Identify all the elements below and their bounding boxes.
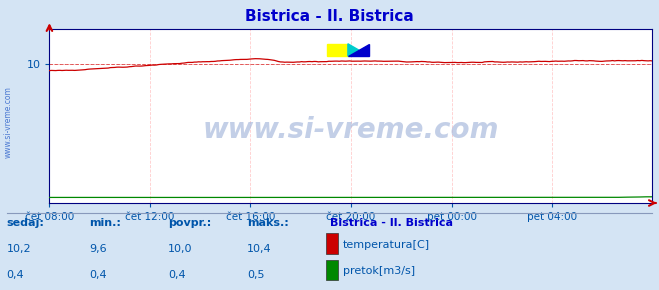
Bar	[327, 44, 348, 56]
Text: 0,4: 0,4	[168, 270, 186, 280]
Polygon shape	[348, 44, 369, 56]
Text: maks.:: maks.:	[247, 218, 289, 228]
Text: 10,0: 10,0	[168, 244, 192, 254]
Polygon shape	[348, 44, 369, 56]
Text: 10,2: 10,2	[7, 244, 31, 254]
Text: www.si-vreme.com: www.si-vreme.com	[203, 116, 499, 144]
Text: 0,5: 0,5	[247, 270, 265, 280]
Text: 0,4: 0,4	[89, 270, 107, 280]
Text: www.si-vreme.com: www.si-vreme.com	[3, 86, 13, 158]
Text: min.:: min.:	[89, 218, 121, 228]
Text: pretok[m3/s]: pretok[m3/s]	[343, 266, 415, 276]
Text: povpr.:: povpr.:	[168, 218, 212, 228]
Text: 9,6: 9,6	[89, 244, 107, 254]
Text: 10,4: 10,4	[247, 244, 272, 254]
Text: 0,4: 0,4	[7, 270, 24, 280]
Text: sedaj:: sedaj:	[7, 218, 44, 228]
Text: Bistrica - Il. Bistrica: Bistrica - Il. Bistrica	[330, 218, 453, 228]
Text: Bistrica - Il. Bistrica: Bistrica - Il. Bistrica	[245, 9, 414, 24]
Text: temperatura[C]: temperatura[C]	[343, 240, 430, 250]
